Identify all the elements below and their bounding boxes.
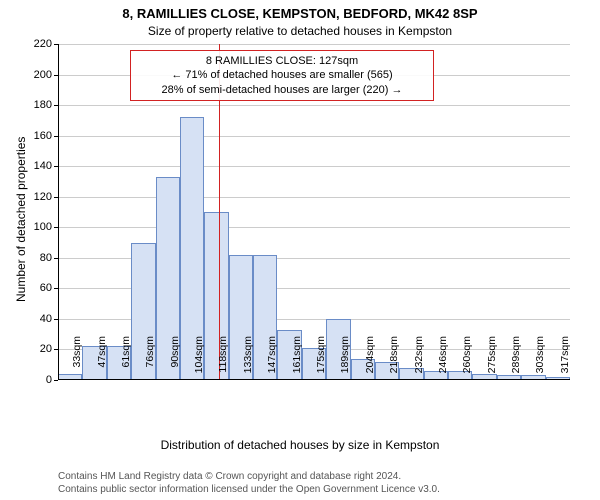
y-tick-label: 180 xyxy=(0,99,52,111)
chart-title-line1: 8, RAMILLIES CLOSE, KEMPSTON, BEDFORD, M… xyxy=(0,6,600,21)
x-tick-label: 118sqm xyxy=(217,336,229,386)
chart-container: 8, RAMILLIES CLOSE, KEMPSTON, BEDFORD, M… xyxy=(0,0,600,500)
annotation-line2: ← 71% of detached houses are smaller (56… xyxy=(137,68,427,82)
y-tick-label: 80 xyxy=(0,252,52,264)
chart-title-line2: Size of property relative to detached ho… xyxy=(0,24,600,38)
x-tick-label: 175sqm xyxy=(315,336,327,386)
x-tick-label: 76sqm xyxy=(144,336,156,386)
x-tick-label: 189sqm xyxy=(339,336,351,386)
x-tick-label: 47sqm xyxy=(96,336,108,386)
y-tick-label: 0 xyxy=(0,374,52,386)
x-tick-label: 303sqm xyxy=(534,336,546,386)
y-axis-line xyxy=(58,44,59,380)
y-tick-label: 20 xyxy=(0,343,52,355)
y-tick-label: 40 xyxy=(0,313,52,325)
x-tick-label: 147sqm xyxy=(266,336,278,386)
x-tick-label: 260sqm xyxy=(461,336,473,386)
x-tick-label: 33sqm xyxy=(71,336,83,386)
x-tick-label: 61sqm xyxy=(120,336,132,386)
y-tick-label: 100 xyxy=(0,221,52,233)
x-tick-label: 246sqm xyxy=(437,336,449,386)
x-tick-label: 204sqm xyxy=(364,336,376,386)
footer-text: Contains HM Land Registry data © Crown c… xyxy=(58,470,440,496)
y-tick-label: 120 xyxy=(0,191,52,203)
y-tick-label: 160 xyxy=(0,130,52,142)
y-tick-label: 140 xyxy=(0,160,52,172)
annotation-line1: 8 RAMILLIES CLOSE: 127sqm xyxy=(137,54,427,68)
x-tick-label: 289sqm xyxy=(510,336,522,386)
x-tick-label: 90sqm xyxy=(169,336,181,386)
y-tick-label: 220 xyxy=(0,38,52,50)
x-tick-label: 232sqm xyxy=(413,336,425,386)
x-tick-label: 133sqm xyxy=(242,336,254,386)
annotation-box: 8 RAMILLIES CLOSE: 127sqm ← 71% of detac… xyxy=(130,50,434,101)
x-tick-label: 218sqm xyxy=(388,336,400,386)
x-tick-label: 317sqm xyxy=(559,336,571,386)
footer-line2: Contains public sector information licen… xyxy=(58,483,440,496)
x-axis-label: Distribution of detached houses by size … xyxy=(0,438,600,452)
y-tick-label: 200 xyxy=(0,69,52,81)
y-tick-label: 60 xyxy=(0,282,52,294)
x-tick-label: 161sqm xyxy=(291,336,303,386)
annotation-line3: 28% of semi-detached houses are larger (… xyxy=(137,83,427,97)
x-tick-label: 104sqm xyxy=(193,336,205,386)
footer-line1: Contains HM Land Registry data © Crown c… xyxy=(58,470,440,483)
x-tick-label: 275sqm xyxy=(486,336,498,386)
